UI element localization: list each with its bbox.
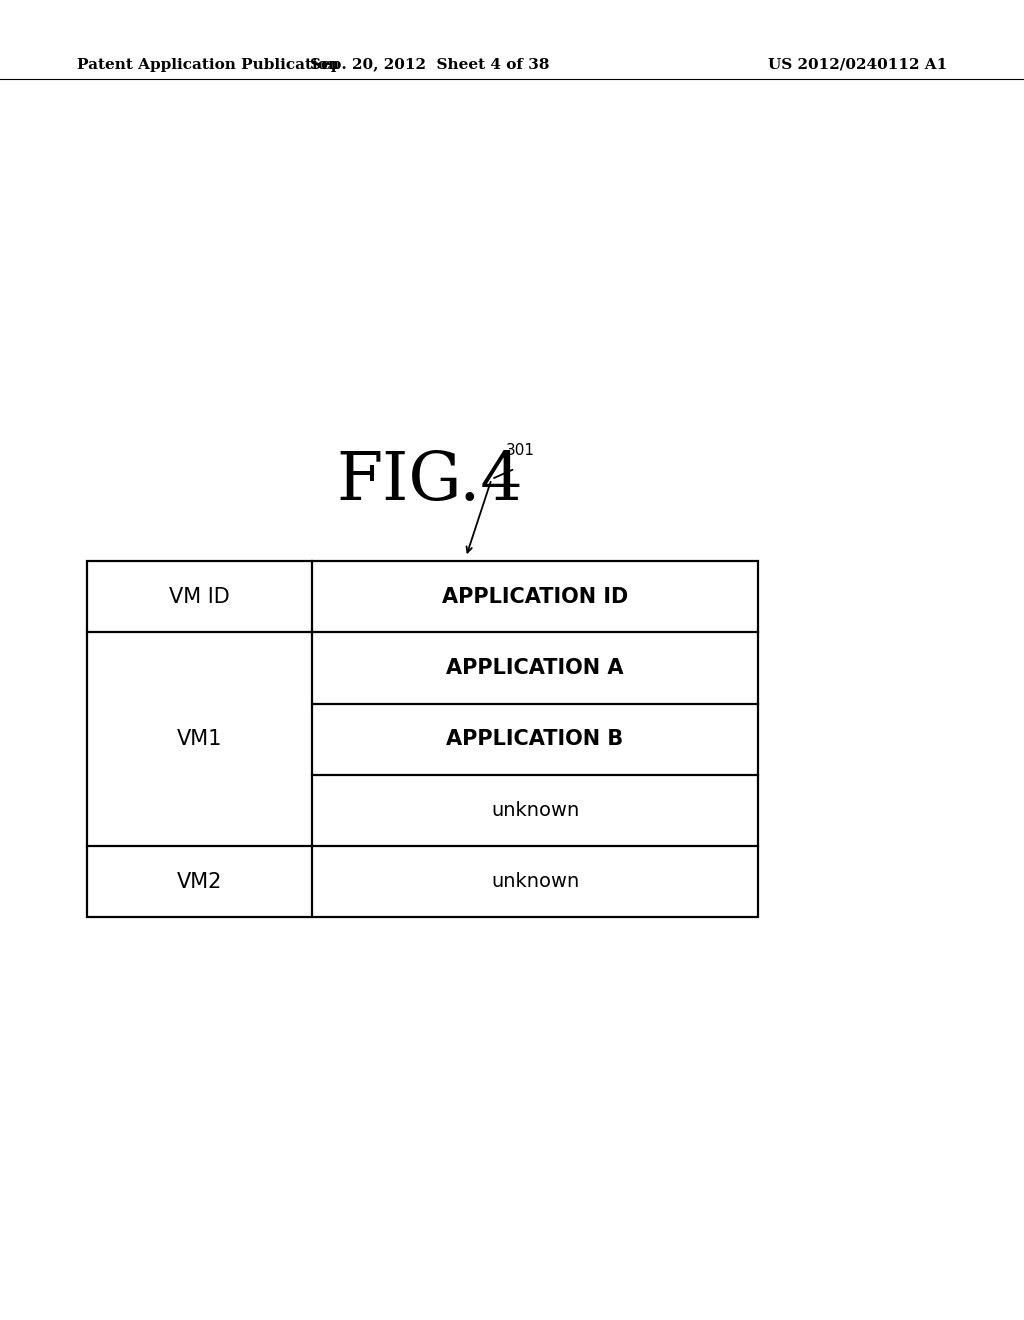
Text: unknown: unknown xyxy=(490,873,580,891)
Text: VM2: VM2 xyxy=(177,871,222,892)
Text: FIG.4: FIG.4 xyxy=(337,449,523,515)
Text: unknown: unknown xyxy=(490,801,580,820)
Text: 301: 301 xyxy=(506,444,535,458)
Text: US 2012/0240112 A1: US 2012/0240112 A1 xyxy=(768,58,947,71)
Text: APPLICATION ID: APPLICATION ID xyxy=(442,586,628,607)
Text: APPLICATION B: APPLICATION B xyxy=(446,729,624,750)
Text: APPLICATION A: APPLICATION A xyxy=(446,657,624,678)
Text: VM1: VM1 xyxy=(177,729,222,750)
Text: VM ID: VM ID xyxy=(169,586,230,607)
Text: Sep. 20, 2012  Sheet 4 of 38: Sep. 20, 2012 Sheet 4 of 38 xyxy=(310,58,550,71)
Bar xyxy=(87,561,758,917)
Text: Patent Application Publication: Patent Application Publication xyxy=(77,58,339,71)
